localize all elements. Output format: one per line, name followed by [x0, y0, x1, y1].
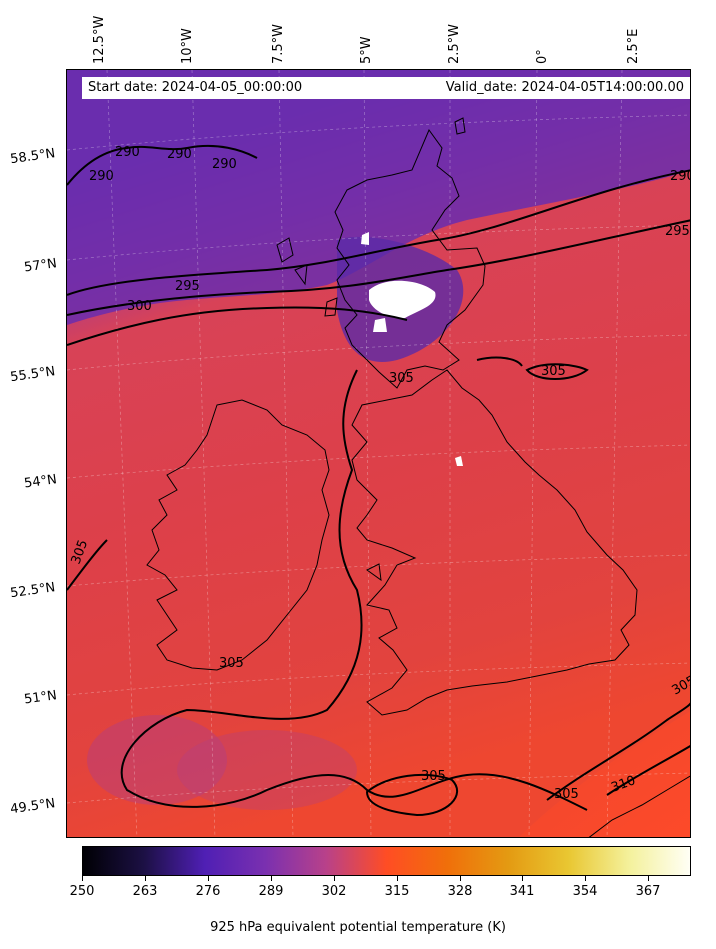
colorbar-tick: [648, 876, 649, 881]
island: [324, 297, 338, 317]
colorbar-tick-label: 276: [195, 884, 221, 899]
coastlines: [146, 117, 690, 837]
longitude-label: 0°: [535, 49, 550, 64]
contour-label: 295: [665, 224, 690, 239]
colorbar-tick-label: 250: [69, 884, 95, 899]
colorbar-tick-label: 302: [321, 884, 347, 899]
longitude-label: 2.5°E: [626, 28, 641, 64]
valid-date-label: Valid_date: 2024-04-05T14:00:00.00: [445, 80, 684, 95]
latitude-label: 55.5°N: [9, 364, 57, 386]
england-wales-coast: [351, 369, 638, 716]
contour-label: 305: [421, 769, 446, 784]
contour-label: 300: [127, 299, 152, 314]
date-header: Start date: 2024-04-05_00:00:00 Valid_da…: [82, 77, 690, 99]
colorbar-tick: [271, 876, 272, 881]
colorbar-title: 925 hPa equivalent potential temperature…: [210, 920, 506, 935]
contour-290-north: [67, 169, 690, 296]
contour-305-southeast: [546, 702, 690, 801]
isotherm-contours: [67, 144, 690, 817]
latitude-label: 54°N: [23, 472, 58, 492]
contour-305-channel: [365, 773, 459, 817]
colorbar-tick-label: 354: [572, 884, 598, 899]
colorbar-tick: [334, 876, 335, 881]
colorbar-tick-label: 289: [258, 884, 284, 899]
contour-label-group: 290 290 290 290 290 295 295 300 305 305 …: [69, 145, 691, 802]
colorbar-tick: [82, 876, 83, 881]
colorbar-tick: [145, 876, 146, 881]
colorbar-tick-label: 367: [635, 884, 661, 899]
colorbar-tick: [585, 876, 586, 881]
contour-label: 290: [167, 147, 192, 162]
colorbar-tick-label: 263: [132, 884, 158, 899]
contour-label: 305: [554, 787, 579, 802]
contour-label: 290: [670, 169, 691, 184]
graticule: [67, 70, 690, 837]
field-patch: [177, 730, 357, 810]
contour-305-north-sea: [525, 363, 589, 380]
longitude-label: 10°W: [180, 28, 195, 64]
latitude-label: 49.5°N: [9, 796, 57, 818]
colorbar-tick-label: 341: [509, 884, 535, 899]
contour-290: [67, 144, 258, 186]
colorbar-tick: [460, 876, 461, 881]
france-coast: [588, 775, 690, 837]
latitude-label: 57°N: [23, 256, 58, 276]
field-patch: [87, 715, 227, 805]
island: [454, 117, 466, 135]
warm-airmass-region: [519, 711, 690, 837]
start-date-label: Start date: 2024-04-05_00:00:00: [88, 80, 303, 95]
longitude-label: 5°W: [359, 36, 374, 64]
colorbar-tick: [397, 876, 398, 881]
contour-label: 290: [115, 145, 140, 160]
contour-label: 305: [541, 364, 566, 379]
latitude-label: 58.5°N: [9, 146, 57, 168]
colorbar: [82, 846, 691, 876]
map-canvas: 290 290 290 290 290 295 295 300 305 305 …: [67, 70, 691, 837]
contour-label: 305: [389, 371, 414, 386]
colorbar-tick: [208, 876, 209, 881]
ireland-coast: [146, 399, 330, 671]
latitude-label: 52.5°N: [9, 580, 57, 602]
longitude-label: 12.5°W: [92, 15, 107, 64]
contour-label: 290: [212, 157, 237, 172]
scotland-coast: [334, 128, 486, 389]
contour-295: [67, 219, 690, 316]
contour-300: [67, 306, 408, 346]
contour-310: [606, 745, 690, 796]
contour-label: 295: [175, 279, 200, 294]
island: [294, 264, 308, 286]
contour-305-east: [476, 356, 523, 367]
cool-airmass-region: [67, 70, 690, 325]
latitude-label: 51°N: [23, 688, 58, 708]
contour-305-west: [120, 369, 588, 811]
map-panel: 290 290 290 290 290 295 295 300 305 305 …: [66, 69, 691, 838]
contour-305-atlantic: [67, 539, 108, 591]
missing-data: [361, 232, 463, 466]
contour-label: 305: [219, 656, 244, 671]
island: [276, 237, 294, 263]
longitude-label: 2.5°W: [447, 23, 462, 64]
colorbar-tick-label: 315: [384, 884, 410, 899]
colorbar-tick: [522, 876, 523, 881]
contour-label: 290: [89, 169, 114, 184]
longitude-label: 7.5°W: [271, 23, 286, 64]
colorbar-tick-label: 328: [447, 884, 473, 899]
island: [366, 563, 382, 582]
